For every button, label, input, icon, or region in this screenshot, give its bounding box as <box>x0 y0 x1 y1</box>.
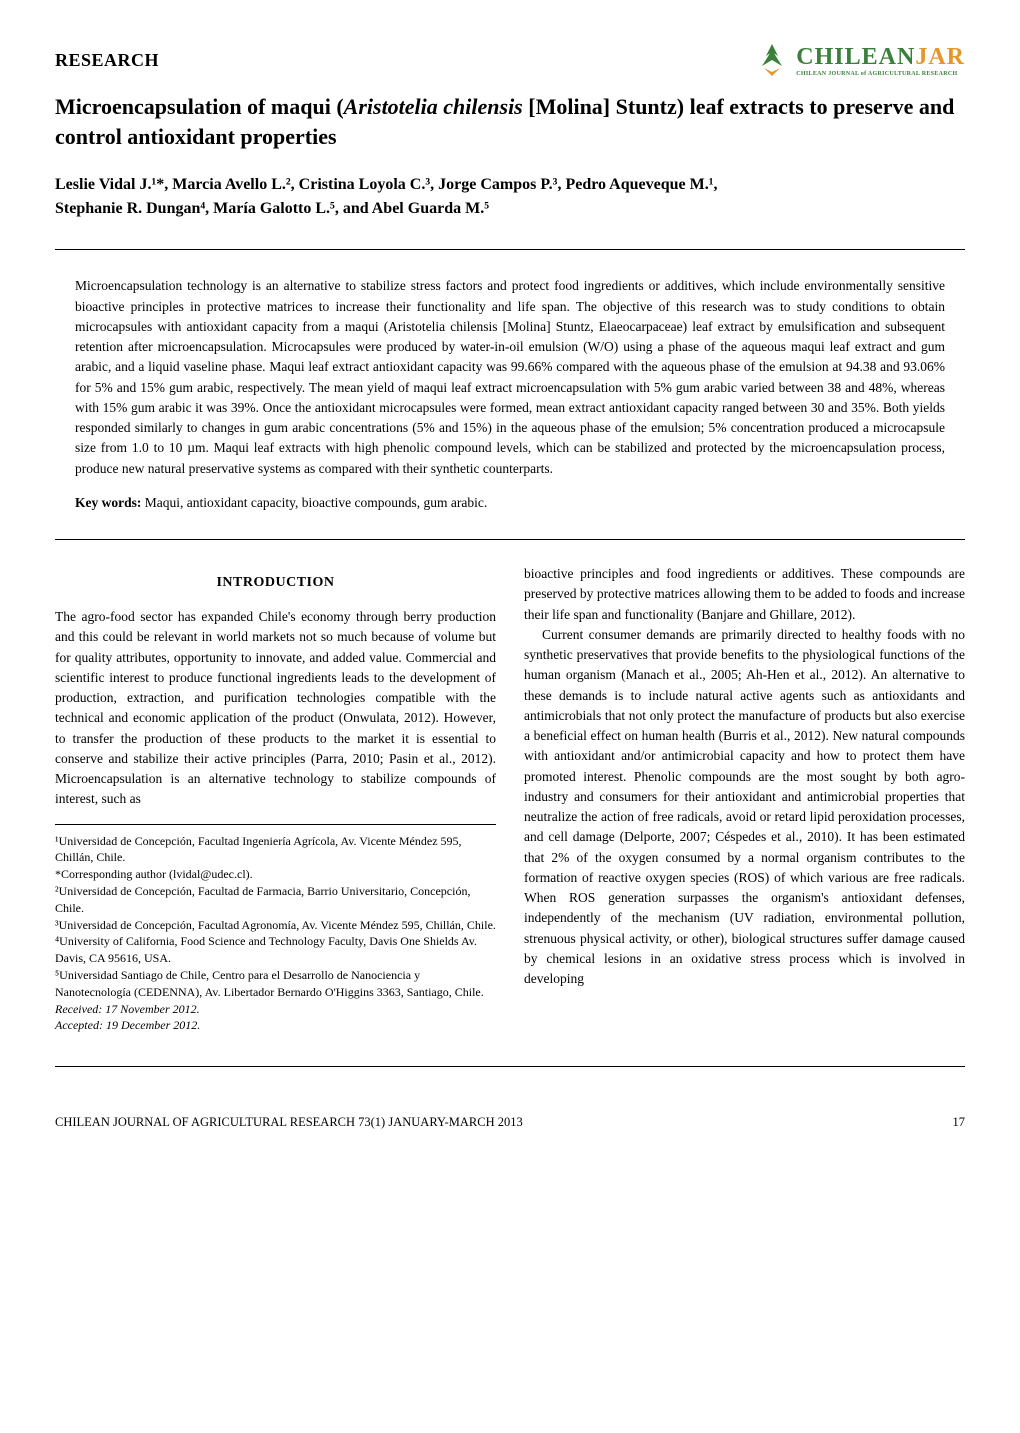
page-footer: CHILEAN JOURNAL OF AGRICULTURAL RESEARCH… <box>55 1107 965 1130</box>
footnotes: ¹Universidad de Concepción, Facultad Ing… <box>55 833 496 1035</box>
footnote-accepted: Accepted: 19 December 2012. <box>55 1017 496 1034</box>
footer-rule <box>55 1066 965 1067</box>
rule-bottom <box>55 539 965 540</box>
logo-jar: JAR <box>915 44 965 70</box>
footnote-1: ¹Universidad de Concepción, Facultad Ing… <box>55 833 496 867</box>
abstract-text: Microencapsulation technology is an alte… <box>75 276 945 479</box>
journal-logo: CHILEANJAR CHILEAN JOURNAL of AGRICULTUR… <box>752 40 965 80</box>
footnote-5: ⁵Universidad Santiago de Chile, Centro p… <box>55 967 496 1001</box>
footnote-received: Received: 17 November 2012. <box>55 1001 496 1018</box>
intro-paragraph-1: The agro-food sector has expanded Chile'… <box>55 607 496 810</box>
title-species-italic: Aristotelia chilensis <box>344 94 523 119</box>
intro-paragraph-2: bioactive principles and food ingredient… <box>524 564 965 625</box>
abstract-box: Microencapsulation technology is an alte… <box>55 256 965 533</box>
authors: Leslie Vidal J.¹*, Marcia Avello L.², Cr… <box>55 173 965 221</box>
authors-line-1: Leslie Vidal J.¹*, Marcia Avello L.², Cr… <box>55 173 965 197</box>
footer-journal: CHILEAN JOURNAL OF AGRICULTURAL RESEARCH… <box>55 1115 523 1130</box>
logo-subtitle: CHILEAN JOURNAL of AGRICULTURAL RESEARCH <box>796 71 965 77</box>
header-row: RESEARCH CHILEANJAR CHILEAN JOURNAL of A… <box>55 40 965 80</box>
footer-page-number: 17 <box>953 1115 966 1130</box>
keywords: Key words: Maqui, antioxidant capacity, … <box>75 493 945 513</box>
logo-text: CHILEANJAR <box>796 44 965 71</box>
rule-top <box>55 249 965 250</box>
footnote-rule <box>55 824 496 825</box>
leaf-icon <box>752 40 792 80</box>
keywords-text: Maqui, antioxidant capacity, bioactive c… <box>141 495 487 510</box>
authors-line-2: Stephanie R. Dungan⁴, María Galotto L.⁵,… <box>55 197 965 221</box>
section-label: RESEARCH <box>55 50 159 71</box>
article-title: Microencapsulation of maqui (Aristotelia… <box>55 92 965 151</box>
footnote-3: ³Universidad de Concepción, Facultad Agr… <box>55 917 496 934</box>
footnote-2: ²Universidad de Concepción, Facultad de … <box>55 883 496 917</box>
keywords-label: Key words: <box>75 495 141 510</box>
logo-text-block: CHILEANJAR CHILEAN JOURNAL of AGRICULTUR… <box>796 44 965 77</box>
left-column: INTRODUCTION The agro-food sector has ex… <box>55 564 496 1034</box>
logo-chilean: CHILEAN <box>796 44 915 70</box>
two-column-body: INTRODUCTION The agro-food sector has ex… <box>55 564 965 1034</box>
introduction-heading: INTRODUCTION <box>55 572 496 593</box>
right-column: bioactive principles and food ingredient… <box>524 564 965 1034</box>
footnote-4: ⁴University of California, Food Science … <box>55 933 496 967</box>
intro-paragraph-3: Current consumer demands are primarily d… <box>524 625 965 990</box>
footnote-corresponding: *Corresponding author (lvidal@udec.cl). <box>55 866 496 883</box>
